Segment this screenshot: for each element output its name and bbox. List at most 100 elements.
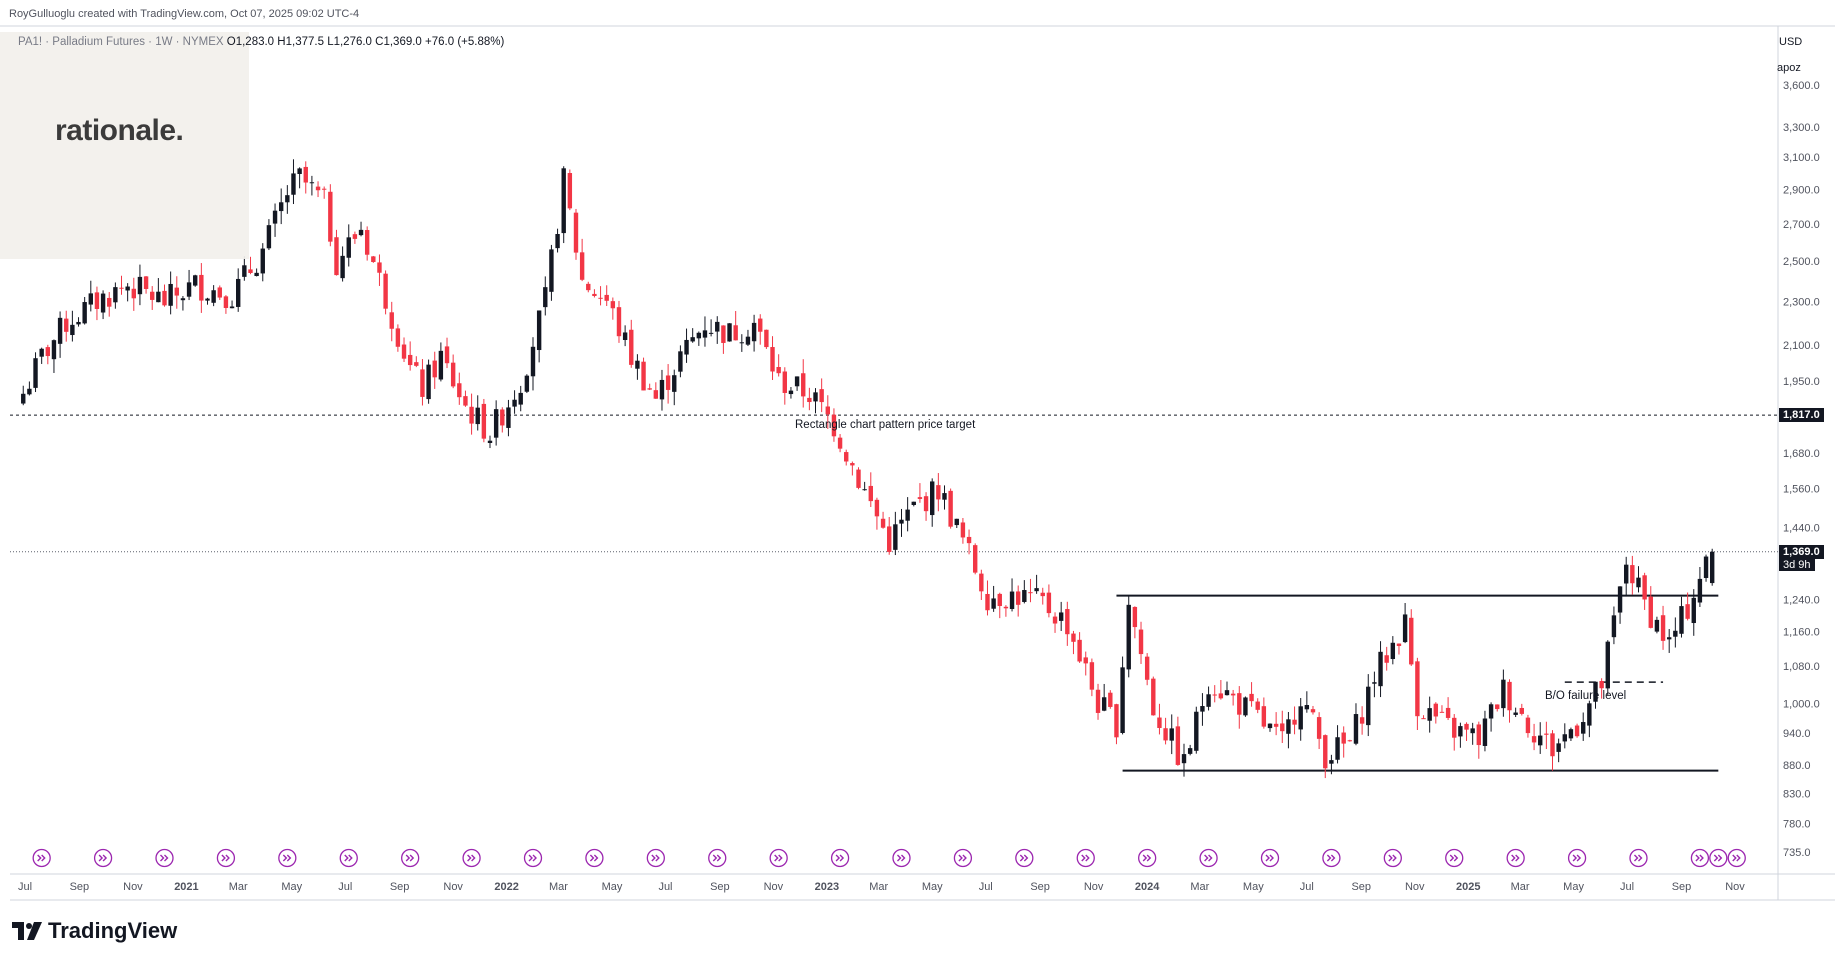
event-marker[interactable] [401,848,420,868]
event-marker-icon [344,854,353,862]
candle-body [1568,729,1574,739]
candle-body [1089,662,1095,690]
y-tick-label: 3,100.0 [1783,152,1820,164]
scale-mode-label[interactable]: apoz [1777,62,1801,74]
event-marker[interactable] [1260,848,1280,868]
candle-body [21,393,26,404]
candle-body [150,291,155,300]
event-marker[interactable] [1709,848,1728,868]
candle-body [751,322,757,342]
symbol-legend[interactable]: PA1! · Palladium Futures · 1W · NYMEX O1… [18,36,504,48]
attribution-text: RoyGulluoglu created with TradingView.co… [9,8,360,20]
candle-body [985,593,990,611]
event-marker[interactable] [708,848,727,868]
candle-body [242,265,247,277]
event-marker[interactable] [339,848,358,868]
candle-body [702,330,708,338]
y-tick-label: 2,300.0 [1783,296,1820,308]
candle-body [1605,641,1610,689]
candle-body [1138,629,1144,655]
candle-body [874,499,880,517]
candle-body [493,409,499,438]
candle-body [162,290,167,306]
x-tick-label: Nov [1725,881,1745,893]
candle-body [1507,681,1512,711]
candle-body [475,407,480,425]
price-axis[interactable]: 735.0 780.0 830.0 880.0 940.0 1,000.0 1,080.0 1… [1783,80,1820,859]
event-marker[interactable] [1322,848,1341,868]
event-marker[interactable] [1383,848,1402,868]
event-marker-icon [1695,854,1704,862]
time-axis[interactable]: Jul Sep Nov 2021 Mar May Jul Sep Nov 2022 Mar May Ju… [18,881,1745,893]
x-tick-label: Sep [710,881,730,893]
event-marker[interactable] [953,848,973,868]
candle-body [358,229,364,236]
event-marker-icon [589,854,599,862]
x-tick-label: Mar [1190,881,1209,893]
candle-body [1329,760,1334,764]
event-marker[interactable] [1506,848,1525,868]
event-marker-icon [712,854,722,862]
candle-body [487,440,493,443]
events-layer[interactable] [32,848,1746,868]
candle-body [346,237,351,258]
candle-body [1458,726,1463,737]
candle-body [1003,606,1009,609]
event-marker[interactable] [155,848,174,868]
x-tick-label: Jul [18,881,32,893]
candle-body [1421,718,1426,720]
y-tick-label: 2,700.0 [1783,219,1820,231]
currency-label[interactable]: USD [1779,36,1803,48]
candle-body [395,328,401,347]
x-tick-label: May [602,881,623,893]
tradingview-brand[interactable]: TradingView [12,918,177,944]
event-marker[interactable] [93,848,113,868]
event-marker[interactable] [32,848,51,868]
event-marker[interactable] [216,848,236,868]
candle-body [1544,733,1549,735]
candle-body [1034,588,1039,592]
candle-body [51,340,57,360]
candle-body [1243,697,1248,716]
x-tick-label: Sep [70,881,90,893]
legend-high: H1,377.5 [277,36,324,48]
candle-body [573,212,579,253]
event-marker[interactable] [1727,848,1746,868]
candle-body [850,463,855,466]
candle-body [450,362,456,387]
candle-body [690,337,695,342]
y-tick-label: 735.0 [1783,847,1811,859]
candle-body [1513,712,1518,715]
event-marker[interactable] [1015,848,1034,868]
event-marker[interactable] [1445,848,1464,868]
candle-body [1298,706,1303,730]
event-marker-icon [1204,854,1213,862]
event-marker[interactable] [769,848,788,868]
event-marker[interactable] [1567,848,1587,868]
candle-body [1464,723,1469,730]
event-marker[interactable] [1199,848,1218,868]
event-marker[interactable] [585,848,604,868]
x-tick-label: Jul [979,881,993,893]
candle-body [444,346,450,364]
candle-body [199,274,204,301]
candle-body [1046,592,1052,614]
event-marker[interactable] [1138,848,1157,868]
event-marker[interactable] [646,848,665,868]
event-marker[interactable] [830,848,850,868]
candle-body [1065,609,1070,635]
x-tick-label: May [1243,881,1264,893]
candle-body [905,509,910,521]
event-marker[interactable] [278,848,297,868]
candle-body [629,329,634,365]
event-marker[interactable] [523,848,543,868]
candle-body [1470,728,1475,734]
event-marker[interactable] [1690,848,1710,868]
event-marker[interactable] [1076,848,1095,868]
event-marker[interactable] [892,848,911,868]
candle-body [592,293,597,296]
event-marker[interactable] [462,848,481,868]
event-marker[interactable] [1629,848,1648,868]
candle-body [1525,717,1531,734]
